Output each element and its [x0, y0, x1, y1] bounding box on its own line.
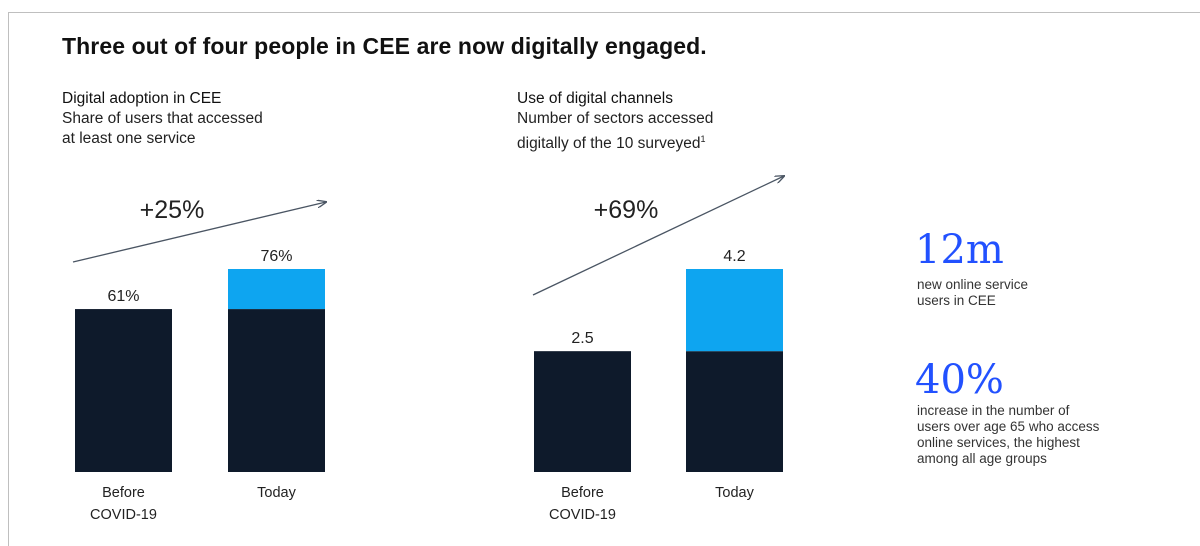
stat-new-users-text: new online service users in CEE [917, 277, 1028, 309]
chart-2-bar-2-increase [686, 269, 783, 352]
chart-1-growth-arrow [72, 202, 326, 263]
chart-1-growth-label: +25% [140, 196, 205, 224]
stat-over-65-line-2: users over age 65 who access [917, 419, 1100, 434]
chart-1-category-label-1-line-1: Before [102, 485, 145, 501]
chart-1-category-label-1-line-2: COVID-19 [90, 507, 157, 523]
frame-left-border [8, 12, 9, 546]
chart-1-bar-1-base [75, 309, 172, 472]
chart-1-title: Digital adoption in CEE [62, 90, 222, 107]
chart-2-subtitle-text: digitally of the 10 surveyed [517, 135, 701, 153]
stat-over-65-line-4: among all age groups [917, 451, 1047, 466]
chart-1-data-label-1: 61% [107, 288, 139, 305]
chart-1-bar-2-increase [228, 269, 325, 310]
chart-2-bar-2-base [686, 351, 783, 472]
chart-2-category-label-2: Today [715, 485, 754, 501]
chart-2-data-label-1: 2.5 [571, 330, 593, 347]
chart-1-subtitle-line-2: at least one service [62, 130, 196, 147]
stat-over-65-line-3: online services, the highest [917, 435, 1080, 450]
chart-1-category-label-2: Today [257, 485, 296, 501]
chart-2-subtitle-line-1: Number of sectors accessed [517, 110, 714, 127]
stat-new-users-value: 12m [915, 227, 1004, 273]
footnote-marker: 1 [700, 134, 706, 144]
chart-2-growth-label: +69% [594, 196, 659, 224]
frame-top-border [8, 12, 1200, 13]
page-title: Three out of four people in CEE are now … [62, 33, 707, 59]
chart-2-growth-arrow [532, 176, 784, 296]
chart-2-bar-1-base [534, 351, 631, 472]
chart-2-data-label-2: 4.2 [723, 248, 745, 265]
chart-2-category-label-1-line-1: Before [561, 485, 604, 501]
stat-new-users-line-2: users in CEE [917, 293, 996, 308]
chart-1-bar-2-base [228, 309, 325, 472]
chart-2-subtitle-line-2: digitally of the 10 surveyed1 [517, 129, 713, 154]
stat-new-users-line-1: new online service [917, 277, 1029, 292]
chart-1-header: Digital adoption in CEE Share of users t… [62, 89, 263, 149]
chart-2-category-label-1-line-2: COVID-19 [549, 507, 616, 523]
stat-over-65-line-1: increase in the number of [917, 403, 1070, 418]
chart-2-header: Use of digital channels Number of sector… [517, 89, 713, 154]
stat-over-65-text: increase in the number of users over age… [917, 403, 1099, 467]
chart-1-subtitle-line-1: Share of users that accessed [62, 110, 263, 127]
chart-1-data-label-2: 76% [260, 248, 292, 265]
chart-2-title: Use of digital channels [517, 90, 673, 107]
stat-over-65-value: 40% [915, 357, 1004, 403]
